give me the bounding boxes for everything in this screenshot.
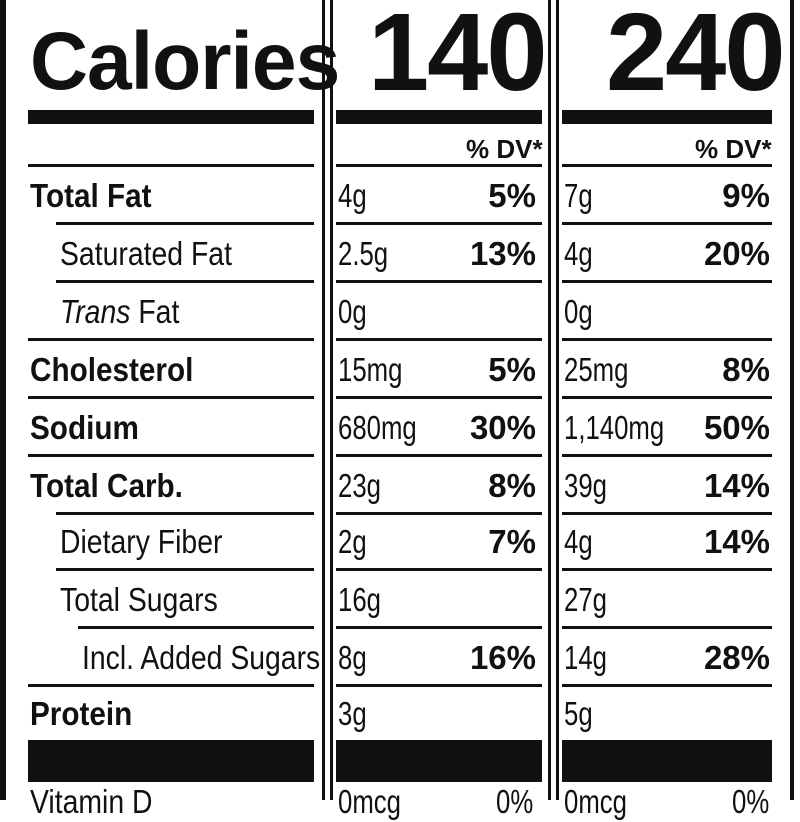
column-divider xyxy=(322,0,325,800)
amount-cell: 23g xyxy=(338,467,381,504)
row-separator xyxy=(56,222,314,225)
row-separator xyxy=(336,280,542,283)
row-separator xyxy=(562,164,772,167)
nutrient-name: Saturated Fat xyxy=(60,235,232,272)
calories-value: 140 xyxy=(368,0,548,114)
dv-cell: 7% xyxy=(488,523,536,560)
section-divider-bar xyxy=(562,740,772,782)
amount-cell: 4g xyxy=(338,177,367,214)
amount-cell: 16g xyxy=(338,581,381,618)
row-separator xyxy=(562,280,772,283)
dv-cell: 9% xyxy=(722,177,770,214)
row-separator xyxy=(56,280,314,283)
calories-value: 240 xyxy=(606,0,786,114)
dv-cell: 50% xyxy=(703,409,770,446)
amount-cell: 8g xyxy=(338,639,367,676)
column-divider xyxy=(556,0,559,800)
row-separator xyxy=(562,454,772,457)
dv-cell: 13% xyxy=(469,235,536,272)
amount-cell: 0g xyxy=(564,293,593,330)
amount-cell: 2g xyxy=(338,523,367,560)
row-separator xyxy=(562,512,772,515)
amount-cell: 680mg xyxy=(338,409,417,446)
amount-cell: 0mcg xyxy=(564,783,627,820)
trans-rest: Fat xyxy=(130,293,180,330)
amount-cell: 4g xyxy=(564,523,593,560)
amount-cell: 39g xyxy=(564,467,607,504)
amount-cell: 0g xyxy=(338,293,367,330)
amount-cell: 2.5g xyxy=(338,235,389,272)
amount-cell: 3g xyxy=(338,695,367,732)
nutrient-name: Vitamin D xyxy=(30,783,153,820)
amount-cell: 25mg xyxy=(564,351,629,388)
row-separator xyxy=(336,626,542,629)
dv-cell: 0% xyxy=(732,783,770,820)
amount-cell: 7g xyxy=(564,177,593,214)
section-divider-bar xyxy=(28,740,314,782)
amount-cell: 27g xyxy=(564,581,607,618)
dv-cell: 28% xyxy=(703,639,770,676)
amount-cell: 15mg xyxy=(338,351,403,388)
row-separator xyxy=(562,396,772,399)
thick-rule xyxy=(336,110,542,124)
dv-cell: 16% xyxy=(469,639,536,676)
row-separator xyxy=(336,568,542,571)
nutrient-name: Incl. Added Sugars xyxy=(82,639,321,676)
calories-label: Calories xyxy=(30,16,340,107)
dv-header: % DV* xyxy=(695,134,772,164)
amount-cell: 5g xyxy=(564,695,593,732)
nutrient-name: Dietary Fiber xyxy=(60,523,223,560)
nutrient-name: Cholesterol xyxy=(30,351,194,388)
row-separator xyxy=(56,568,314,571)
row-separator xyxy=(562,626,772,629)
row-separator xyxy=(28,396,314,399)
dv-cell: 5% xyxy=(488,351,536,388)
row-separator xyxy=(28,164,314,167)
row-separator xyxy=(28,684,314,687)
dv-cell: 14% xyxy=(703,467,770,504)
dv-cell: 30% xyxy=(469,409,536,446)
column-divider xyxy=(330,0,333,800)
section-divider-bar xyxy=(336,740,542,782)
row-separator xyxy=(562,568,772,571)
nutrient-name: Sodium xyxy=(30,409,139,446)
trans-italic: Trans xyxy=(60,293,131,330)
row-separator xyxy=(78,626,314,629)
nutrient-name: Trans Fat xyxy=(60,292,179,332)
nutrient-name: Total Fat xyxy=(30,177,152,214)
dv-cell: 5% xyxy=(488,177,536,214)
nutrient-name: Total Sugars xyxy=(60,581,218,618)
thick-rule xyxy=(562,110,772,124)
nutrient-name: Total Carb. xyxy=(30,467,183,504)
dv-cell: 0% xyxy=(496,783,534,820)
row-separator xyxy=(336,396,542,399)
thick-rule xyxy=(28,110,314,124)
row-separator xyxy=(562,684,772,687)
amount-cell: 4g xyxy=(564,235,593,272)
dv-header: % DV* xyxy=(466,134,543,164)
right-border xyxy=(790,0,794,800)
dv-cell: 20% xyxy=(703,235,770,272)
dv-cell: 8% xyxy=(488,467,536,504)
row-separator xyxy=(336,338,542,341)
row-separator xyxy=(562,338,772,341)
row-separator xyxy=(56,512,314,515)
row-separator xyxy=(28,338,314,341)
row-separator xyxy=(336,222,542,225)
left-border xyxy=(0,0,6,800)
nutrient-name: Protein xyxy=(30,695,133,732)
row-separator xyxy=(336,454,542,457)
row-separator xyxy=(336,684,542,687)
row-separator xyxy=(336,164,542,167)
amount-cell: 14g xyxy=(564,639,607,676)
column-divider xyxy=(548,0,551,800)
dv-cell: 14% xyxy=(703,523,770,560)
row-separator xyxy=(562,222,772,225)
row-separator xyxy=(28,454,314,457)
amount-cell: 1,140mg xyxy=(564,409,665,446)
row-separator xyxy=(336,512,542,515)
dv-cell: 8% xyxy=(722,351,770,388)
amount-cell: 0mcg xyxy=(338,783,401,820)
